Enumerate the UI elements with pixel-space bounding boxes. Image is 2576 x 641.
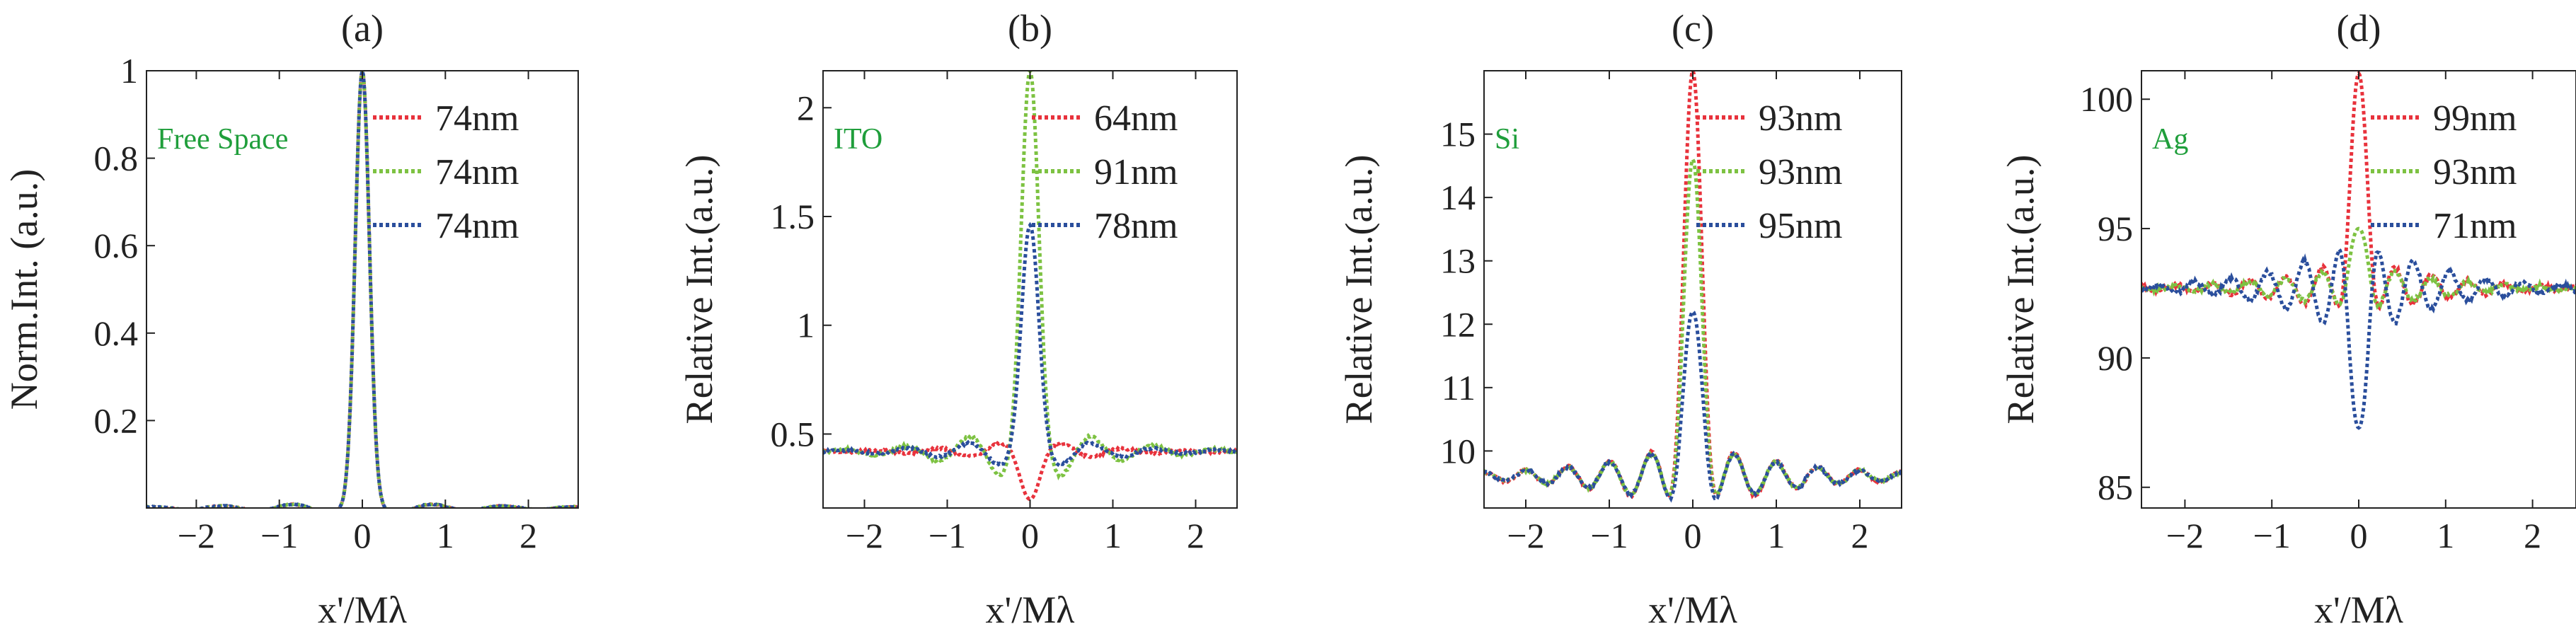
x-axis-label: x'/Mλ — [2314, 589, 2403, 631]
y-axis-label: Norm.Int. (a.u.) — [3, 169, 45, 410]
legend-label-3: 95nm — [1759, 206, 1842, 246]
y-tick-label: 0.8 — [94, 139, 139, 178]
x-tick-label: 0 — [2350, 516, 2368, 555]
x-tick-label: 2 — [2524, 516, 2541, 555]
y-tick-label: 0.2 — [94, 400, 139, 440]
x-tick-label: −2 — [846, 516, 883, 555]
material-annotation: ITO — [834, 123, 882, 156]
x-tick-label: −2 — [1507, 516, 1544, 555]
x-tick-label: 2 — [519, 516, 537, 555]
series-line-2 — [2141, 226, 2576, 311]
series-line-3 — [2141, 246, 2576, 430]
y-tick-label: 1 — [120, 51, 138, 91]
legend-label-2: 91nm — [1094, 152, 1178, 192]
legend-label-1: 64nm — [1094, 98, 1178, 139]
x-tick-label: 0 — [354, 516, 372, 555]
y-tick-label: 2 — [797, 88, 815, 127]
x-axis-label: x'/Mλ — [318, 589, 407, 631]
y-tick-label: 0.6 — [94, 226, 139, 265]
legend-label-1: 74nm — [435, 98, 519, 139]
x-tick-label: 0 — [1021, 516, 1039, 555]
material-annotation: Si — [1495, 123, 1519, 156]
legend-label-1: 93nm — [1759, 98, 1842, 139]
y-tick-label: 10 — [1440, 431, 1476, 470]
panel-a: −2 −1 0 1 2 0.2 0.4 0.6 0.8 1 (a) x'/Mλ Norm.Int. (a… — [3, 7, 579, 631]
y-axis-label: Relative Int.(a.u.) — [1999, 155, 2042, 425]
legend-label-3: 74nm — [435, 206, 519, 246]
legend-label-1: 99nm — [2433, 98, 2517, 139]
x-tick-label: −1 — [928, 516, 966, 555]
material-annotation: Free Space — [157, 123, 288, 156]
y-tick-label: 100 — [2080, 79, 2133, 119]
series-line-2 — [1484, 155, 1902, 498]
panel-label: (a) — [341, 7, 384, 50]
y-tick-label: 1 — [797, 306, 815, 345]
series-line-3 — [146, 71, 578, 508]
y-tick-label: 13 — [1440, 241, 1476, 281]
x-tick-label: 1 — [2437, 516, 2454, 555]
series-line-1 — [823, 439, 1237, 502]
legend-label-3: 71nm — [2433, 206, 2517, 246]
legend-label-2: 93nm — [1759, 152, 1842, 192]
x-tick-label: 1 — [437, 516, 454, 555]
x-tick-label: 2 — [1187, 516, 1204, 555]
x-tick-label: −2 — [2166, 516, 2204, 555]
legend-label-2: 93nm — [2433, 152, 2517, 192]
y-tick-label: 0.5 — [771, 414, 815, 454]
x-tick-label: −1 — [260, 516, 298, 555]
y-tick-label: 1.5 — [771, 197, 815, 236]
x-tick-label: 1 — [1768, 516, 1786, 555]
y-tick-label: 14 — [1440, 178, 1476, 217]
x-tick-label: 1 — [1104, 516, 1122, 555]
panel-label: (b) — [1008, 7, 1052, 50]
y-tick-label: 15 — [1440, 115, 1476, 154]
x-tick-label: −1 — [1590, 516, 1628, 555]
series-line-3 — [1484, 308, 1902, 503]
y-tick-label: 90 — [2098, 338, 2133, 378]
x-axis-label: x'/Mλ — [1648, 589, 1737, 631]
x-axis-label: x'/Mλ — [986, 589, 1075, 631]
panel-label: (c) — [1672, 7, 1714, 50]
y-tick-label: 12 — [1440, 304, 1476, 344]
y-tick-label: 85 — [2098, 468, 2133, 507]
y-tick-label: 11 — [1442, 368, 1476, 408]
legend-label-2: 74nm — [435, 152, 519, 192]
x-tick-label: −2 — [178, 516, 215, 555]
panel-label: (d) — [2337, 7, 2381, 50]
x-tick-label: 2 — [1851, 516, 1869, 555]
legend-label-3: 78nm — [1094, 206, 1178, 246]
panel-d: −2 −1 0 1 2 85 90 95 100 (d) x'/Mλ Relative Int.(a.… — [1999, 7, 2576, 631]
y-axis-label: Relative Int.(a.u.) — [678, 155, 720, 425]
material-annotation: Ag — [2152, 123, 2188, 156]
y-axis-label: Relative Int.(a.u.) — [1338, 155, 1380, 425]
x-tick-label: 0 — [1684, 516, 1702, 555]
panel-b: −2 −1 0 1 2 0.5 1 1.5 2 (b) x'/Mλ Relative Int.(a.u… — [678, 7, 1238, 631]
y-tick-label: 95 — [2098, 209, 2133, 248]
series-line-3 — [823, 221, 1237, 468]
x-tick-label: −1 — [2253, 516, 2291, 555]
y-tick-label: 0.4 — [94, 313, 139, 353]
